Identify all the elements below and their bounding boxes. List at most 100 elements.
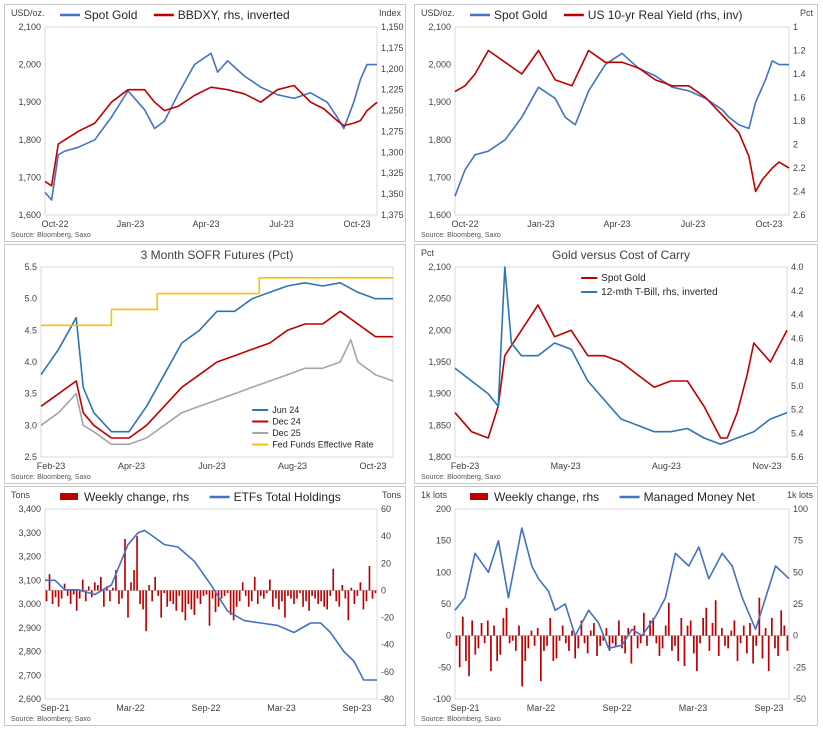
legend-item: Weekly change, rhs <box>60 490 189 504</box>
x-tick-label: Apr-23 <box>118 461 145 471</box>
weekly-change-bar <box>739 635 742 644</box>
y-left-tick-label: 2,100 <box>18 22 41 32</box>
y-right-tick-label: 5.6 <box>791 452 804 462</box>
weekly-change-bar <box>359 582 362 591</box>
weekly-change-bar <box>774 635 776 649</box>
weekly-change-bar <box>480 623 483 636</box>
weekly-change-bar <box>721 628 723 636</box>
weekly-change-bar <box>730 630 733 636</box>
weekly-change-bar <box>368 566 371 591</box>
x-tick-label: Oct-22 <box>41 219 68 229</box>
y-left-tick-label: 3,400 <box>18 504 41 514</box>
x-tick-label: Mar-22 <box>527 703 556 713</box>
y-right-tick-label: 0 <box>793 631 798 641</box>
weekly-change-bar <box>232 590 235 621</box>
weekly-change-bar <box>627 628 630 636</box>
weekly-change-bar <box>296 590 298 599</box>
y-left-tick-label: 1,850 <box>428 420 451 430</box>
y-left-unit: Pct <box>421 248 435 258</box>
x-tick-label: Apr-23 <box>192 219 219 229</box>
legend-label: 12-mth T-Bill, rhs, inverted <box>601 287 718 298</box>
y-right-tick-label: -50 <box>793 694 806 704</box>
weekly-change-bar <box>314 590 316 599</box>
x-tick-label: Feb-23 <box>451 461 480 471</box>
weekly-change-bar <box>112 587 114 591</box>
weekly-change-bar <box>605 628 608 636</box>
x-tick-label: Aug-23 <box>278 461 307 471</box>
weekly-change-bar <box>371 590 374 599</box>
weekly-change-bar <box>178 590 181 596</box>
weekly-change-bar <box>115 570 117 591</box>
weekly-change-bar <box>661 635 664 649</box>
y-left-tick-label: 2,000 <box>428 60 451 70</box>
y-right-tick-label: 1,300 <box>381 147 404 157</box>
weekly-change-bar <box>702 617 705 636</box>
legend-item: ETFs Total Holdings <box>209 490 341 504</box>
chart-panel-etf-holdings: 2,600 2,700 2,800 2,900 3,000 3,100 3,200 3,300… <box>4 486 406 726</box>
y-right-tick-label: -25 <box>793 662 806 672</box>
legend-item: US 10-yr Real Yield (rhs, inv) <box>563 8 743 22</box>
weekly-change-bar <box>226 590 229 594</box>
x-tick-label: Feb-23 <box>37 461 66 471</box>
weekly-change-bar <box>515 635 517 651</box>
weekly-change-bar <box>543 635 545 651</box>
y-right-tick-label: 1.2 <box>793 46 806 56</box>
weekly-change-bar <box>241 582 244 591</box>
weekly-change-bar <box>761 635 764 659</box>
managed-money-chart: -100 -50 0 50 100 150 200 -50 -25 0 25 50 75 100 Sep-2… <box>421 490 813 723</box>
chart-panel-sofr-futures: 2.5 3.0 3.5 4.0 4.5 5.0 5.5 Feb-23 Apr-23 Jun-23 A… <box>4 244 406 484</box>
weekly-change-bar <box>561 625 564 636</box>
weekly-change-bar <box>764 628 767 636</box>
x-tick-label: Sep-23 <box>342 703 371 713</box>
y-left-tick-label: 1,600 <box>18 210 41 220</box>
y-left-tick-label: 1,950 <box>428 357 451 367</box>
weekly-change-bar <box>618 620 620 636</box>
x-tick-label: Sep-21 <box>450 703 479 713</box>
series-line <box>454 52 789 197</box>
weekly-change-bar <box>686 625 689 636</box>
legend-item: Spot Gold <box>581 273 646 284</box>
weekly-change-bar <box>511 635 514 641</box>
x-tick-label: Jan-23 <box>527 219 555 229</box>
weekly-change-bar <box>599 635 602 646</box>
x-tick-label: Mar-23 <box>267 703 296 713</box>
weekly-change-bar <box>272 590 274 607</box>
y-left-tick-label: 1,900 <box>428 389 451 399</box>
weekly-change-bar <box>323 590 326 607</box>
legend-label: ETFs Total Holdings <box>234 490 341 504</box>
weekly-change-bar <box>211 590 214 599</box>
weekly-change-bar <box>281 590 283 602</box>
weekly-change-bar <box>680 617 683 636</box>
weekly-change-bar <box>508 635 511 644</box>
weekly-change-bar <box>755 635 758 646</box>
weekly-change-bar <box>717 635 720 656</box>
weekly-change-bar <box>692 635 695 654</box>
weekly-change-bar <box>133 570 135 591</box>
legend-item: Dec 24 <box>252 417 301 427</box>
weekly-change-bar <box>770 617 773 636</box>
weekly-change-bar <box>564 635 567 644</box>
weekly-change-bar <box>238 590 241 602</box>
weekly-change-bar <box>317 590 319 604</box>
legend-label: Weekly change, rhs <box>84 490 189 504</box>
weekly-change-bar <box>121 590 123 599</box>
y-right-tick-label: 2 <box>793 140 798 150</box>
weekly-change-bar <box>596 635 598 656</box>
x-tick-label: Oct-23 <box>359 461 386 471</box>
weekly-change-bar <box>69 590 72 604</box>
chart-title: 3 Month SOFR Futures (Pct) <box>141 248 294 262</box>
weekly-change-bar <box>465 635 467 661</box>
weekly-change-bar <box>677 635 680 661</box>
weekly-change-bar <box>253 576 256 591</box>
weekly-change-bar <box>549 617 552 636</box>
weekly-change-bar <box>780 610 783 636</box>
weekly-change-bar <box>583 635 586 644</box>
plot-area <box>44 508 378 700</box>
weekly-change-bar <box>558 635 561 641</box>
y-right-unit: Pct <box>800 8 814 18</box>
y-right-unit: Tons <box>382 490 402 500</box>
weekly-change-bar <box>326 590 329 610</box>
weekly-change-bar <box>699 635 701 644</box>
chart-panel-gold-vs-carry: 1,800 1,850 1,900 1,950 2,000 2,050 2,100 4.0 4.… <box>414 244 818 484</box>
y-left-unit: USD/oz. <box>421 8 455 18</box>
